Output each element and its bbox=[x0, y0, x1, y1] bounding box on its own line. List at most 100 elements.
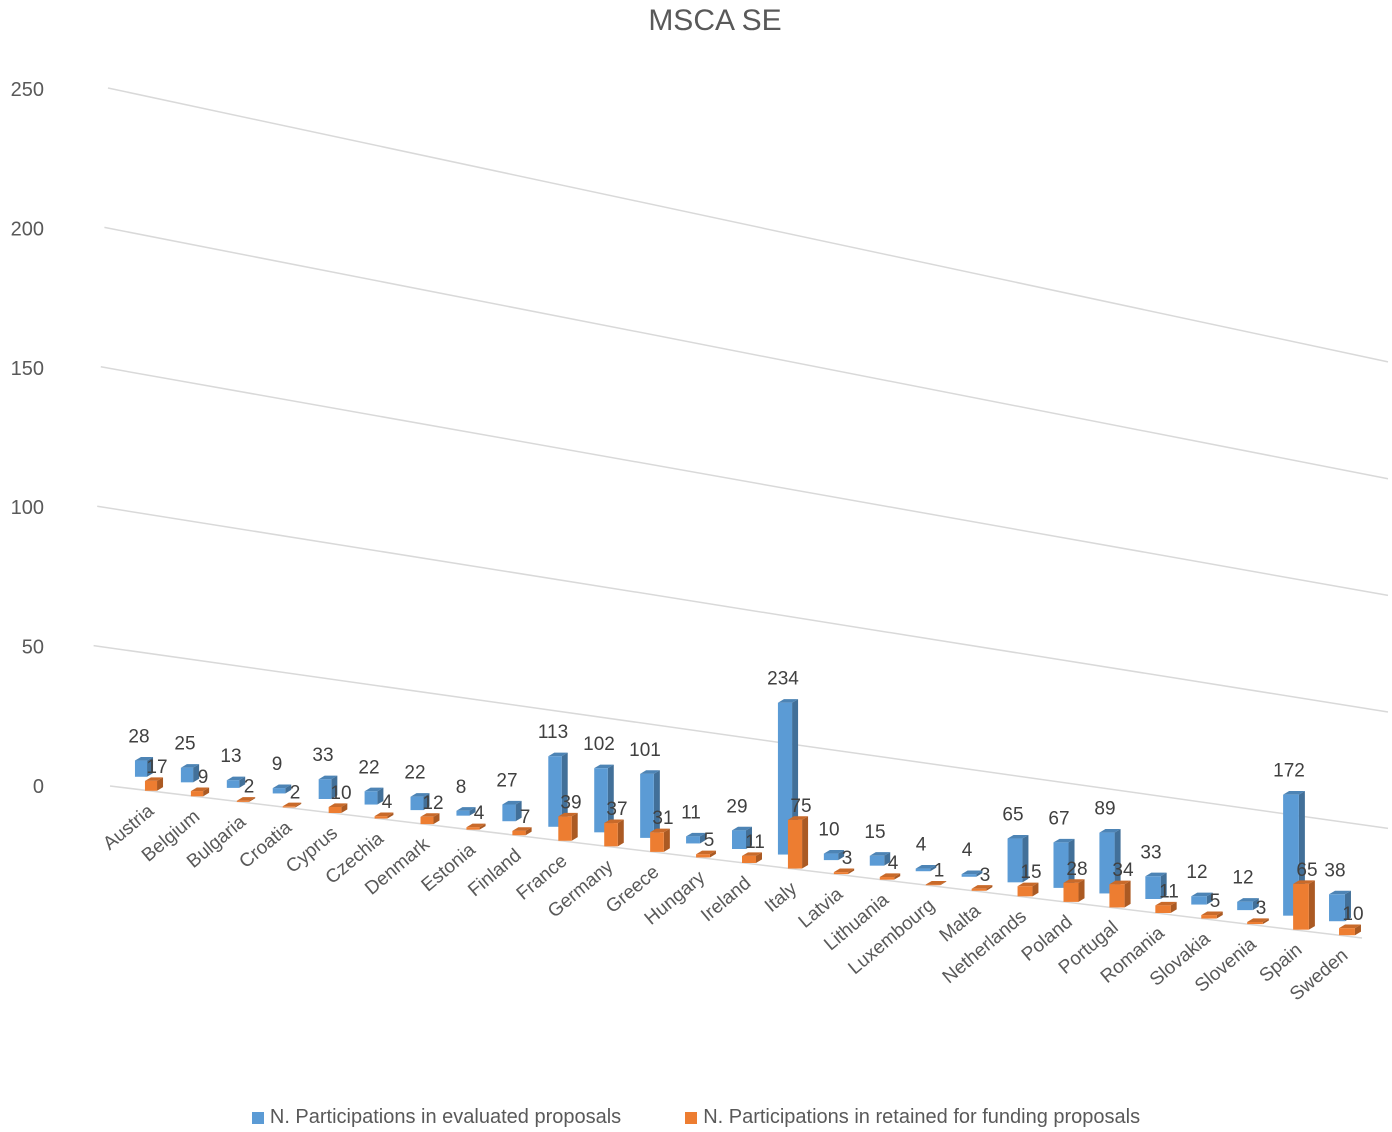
bar-retained bbox=[1293, 880, 1315, 930]
gridlines bbox=[93, 87, 1389, 939]
bar-retained-top bbox=[1339, 924, 1361, 929]
bar-evaluated-front bbox=[1053, 842, 1069, 888]
bar-evaluated-front bbox=[318, 779, 332, 799]
bar-retained bbox=[328, 803, 348, 813]
bar-retained bbox=[925, 880, 947, 886]
data-label-retained: 17 bbox=[146, 757, 167, 778]
bar-retained-front bbox=[1109, 884, 1125, 908]
bar-evaluated bbox=[1329, 890, 1351, 922]
bar-retained-top bbox=[833, 868, 855, 873]
data-label-retained: 37 bbox=[606, 799, 627, 820]
bar-evaluated-side bbox=[884, 852, 891, 866]
data-label-evaluated: 12 bbox=[1232, 868, 1253, 889]
bar-retained-side bbox=[848, 868, 855, 875]
bar-evaluated-front bbox=[823, 853, 839, 861]
bar-retained-side bbox=[433, 813, 440, 825]
data-label-evaluated: 8 bbox=[456, 777, 467, 798]
bar-evaluated-front bbox=[961, 874, 977, 877]
bar-evaluated-side bbox=[1068, 838, 1075, 888]
bar-retained bbox=[879, 873, 901, 880]
data-label-retained: 4 bbox=[474, 803, 485, 824]
bar-evaluated-front bbox=[364, 791, 378, 805]
bar-retained-front bbox=[971, 888, 987, 891]
data-label-evaluated: 28 bbox=[128, 727, 149, 748]
bar-evaluated-top bbox=[1007, 834, 1029, 839]
bar-evaluated-top bbox=[226, 776, 246, 781]
bar-retained-side bbox=[756, 852, 762, 863]
bar-evaluated-front bbox=[548, 756, 562, 827]
bar-evaluated-side bbox=[1252, 898, 1259, 911]
bar-retained-front bbox=[1201, 915, 1217, 919]
bar-evaluated-top bbox=[640, 770, 660, 774]
bar-evaluated bbox=[1191, 892, 1213, 905]
bar-retained-side bbox=[157, 777, 164, 791]
bar-retained-front bbox=[512, 830, 526, 836]
bar-retained-front bbox=[879, 877, 895, 880]
bar-retained-front bbox=[190, 791, 204, 797]
bar-retained-side bbox=[802, 816, 809, 869]
bar-retained-front bbox=[1063, 882, 1079, 902]
data-label-retained: 4 bbox=[382, 792, 393, 813]
y-tick-label: 50 bbox=[22, 637, 44, 659]
bar-evaluated-front bbox=[915, 868, 931, 872]
bar-retained-front bbox=[144, 780, 158, 791]
bar-evaluated bbox=[915, 864, 937, 872]
bar-retained bbox=[650, 828, 670, 852]
data-label-retained: 10 bbox=[1342, 904, 1363, 925]
data-label-retained: 4 bbox=[888, 853, 899, 874]
bar-evaluated bbox=[226, 776, 246, 788]
bar-evaluated-side bbox=[239, 776, 246, 788]
bar-evaluated-side bbox=[1206, 892, 1213, 905]
bar-retained-top bbox=[466, 823, 486, 828]
bar-retained-top bbox=[971, 885, 993, 889]
bar-evaluated-front bbox=[1191, 896, 1207, 905]
bar-evaluated-side bbox=[285, 784, 292, 794]
bar-evaluated bbox=[364, 787, 384, 805]
data-label-evaluated: 4 bbox=[962, 840, 973, 861]
bar-retained-front bbox=[1247, 922, 1263, 925]
bar-retained-front bbox=[1293, 883, 1309, 930]
bars bbox=[134, 699, 1361, 936]
data-label-retained: 28 bbox=[1066, 859, 1087, 880]
bar-retained-front bbox=[466, 827, 480, 830]
bar-evaluated-top bbox=[1283, 791, 1305, 795]
bar-retained bbox=[1017, 882, 1039, 897]
bar-evaluated-front bbox=[456, 810, 470, 816]
bar-retained-side bbox=[203, 787, 210, 797]
bar-evaluated-front bbox=[1145, 876, 1161, 899]
bar-retained-top bbox=[1155, 901, 1177, 906]
bar-retained-side bbox=[986, 885, 993, 891]
bar-evaluated-top bbox=[1145, 872, 1167, 877]
bar-evaluated-front bbox=[1329, 894, 1345, 922]
data-label-evaluated: 25 bbox=[174, 734, 195, 755]
bar-retained-front bbox=[328, 807, 342, 813]
legend-label-retained: N. Participations in retained for fundin… bbox=[703, 1106, 1141, 1128]
bar-evaluated-front bbox=[180, 767, 194, 783]
bar-evaluated-side bbox=[607, 764, 614, 833]
bar-evaluated bbox=[318, 775, 338, 799]
y-tick-label: 0 bbox=[33, 776, 44, 798]
bar-evaluated-top bbox=[777, 699, 799, 703]
bar-retained bbox=[1201, 911, 1223, 919]
bar-retained bbox=[420, 813, 440, 825]
gridline bbox=[97, 505, 1389, 713]
data-label-retained: 2 bbox=[244, 777, 255, 798]
bar-retained-top bbox=[879, 873, 901, 878]
data-label-retained: 3 bbox=[980, 865, 991, 886]
bar-retained-front bbox=[236, 800, 250, 802]
data-label-evaluated: 38 bbox=[1324, 860, 1345, 881]
data-label-retained: 65 bbox=[1296, 860, 1317, 881]
data-label-retained: 11 bbox=[1159, 881, 1179, 902]
bar-evaluated bbox=[1053, 838, 1075, 888]
bar-retained-front bbox=[420, 816, 434, 825]
bar-evaluated-top bbox=[180, 764, 200, 768]
bar-retained-top bbox=[1201, 911, 1223, 916]
bar-evaluated-top bbox=[915, 864, 937, 869]
bar-retained bbox=[236, 797, 256, 802]
bar-evaluated bbox=[456, 807, 476, 816]
bar-retained-side bbox=[479, 823, 486, 830]
bar-evaluated-top bbox=[272, 784, 292, 789]
data-label-evaluated: 67 bbox=[1048, 808, 1069, 829]
bar-retained bbox=[1339, 924, 1361, 936]
bar-retained-top bbox=[512, 827, 532, 831]
